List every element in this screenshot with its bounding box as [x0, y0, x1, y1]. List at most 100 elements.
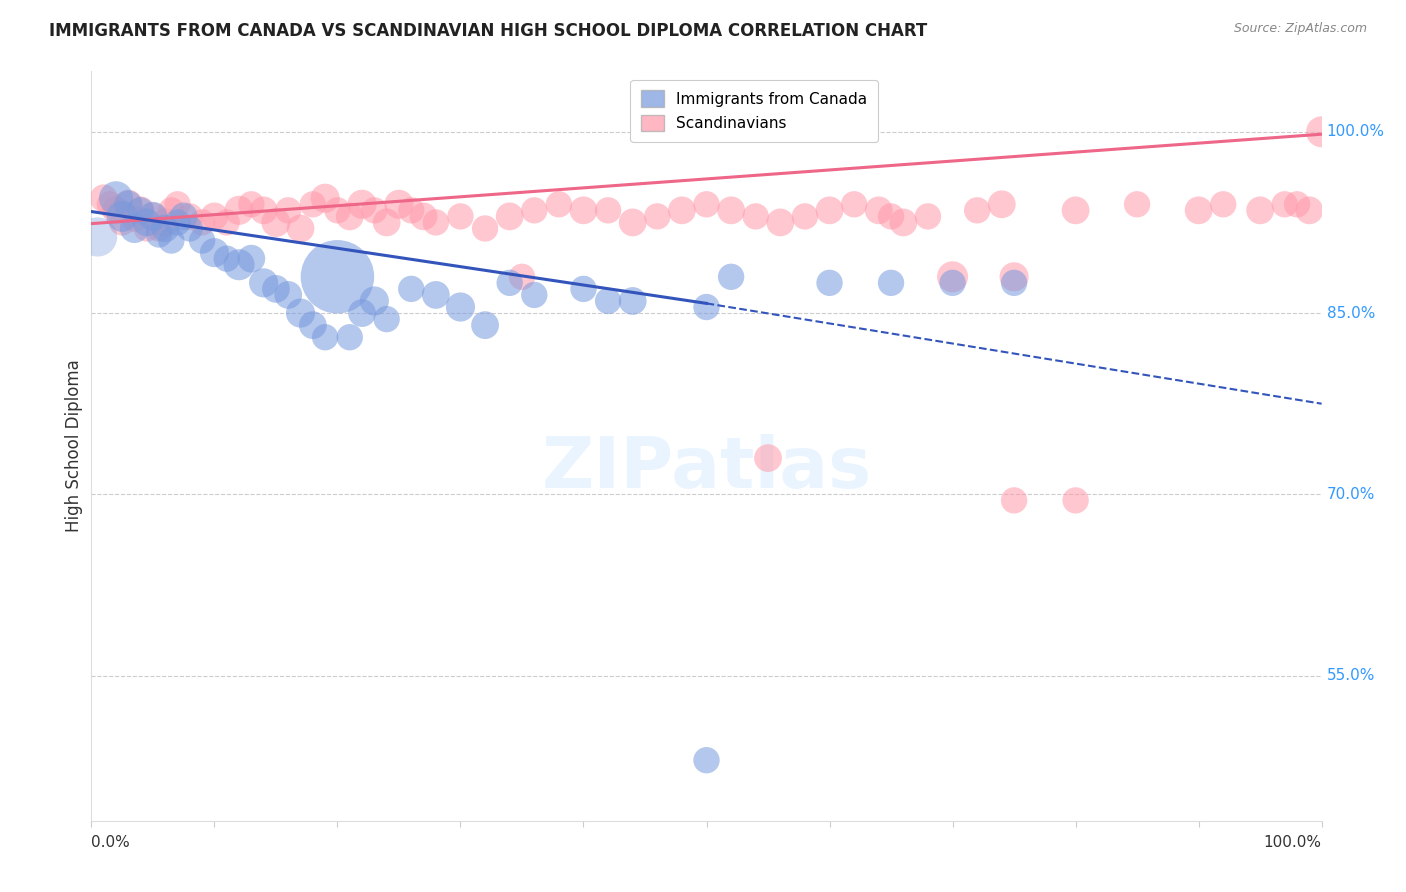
Point	[793, 210, 815, 224]
Point	[917, 210, 939, 224]
Point	[124, 211, 146, 226]
Text: 0.0%: 0.0%	[91, 835, 131, 850]
Point	[290, 306, 312, 320]
Point	[1126, 197, 1149, 211]
Point	[388, 197, 411, 211]
Point	[253, 276, 276, 290]
Point	[352, 197, 374, 211]
Point	[745, 210, 768, 224]
Text: Source: ZipAtlas.com: Source: ZipAtlas.com	[1233, 22, 1367, 36]
Point	[399, 203, 422, 218]
Point	[339, 210, 361, 224]
Point	[1187, 203, 1209, 218]
Point	[215, 215, 238, 229]
Point	[301, 197, 323, 211]
Point	[153, 221, 177, 235]
Point	[228, 203, 250, 218]
Text: 70.0%: 70.0%	[1327, 487, 1375, 502]
Point	[240, 252, 263, 266]
Point	[769, 215, 792, 229]
Point	[621, 215, 644, 229]
Point	[941, 276, 963, 290]
Point	[166, 197, 188, 211]
Point	[1310, 125, 1333, 139]
Point	[425, 215, 447, 229]
Point	[671, 203, 693, 218]
Point	[818, 203, 841, 218]
Point	[990, 197, 1012, 211]
Point	[572, 203, 595, 218]
Point	[215, 252, 238, 266]
Point	[375, 312, 398, 326]
Point	[339, 330, 361, 344]
Point	[363, 203, 385, 218]
Point	[1002, 276, 1025, 290]
Point	[264, 282, 287, 296]
Point	[498, 276, 520, 290]
Point	[1249, 203, 1271, 218]
Point	[153, 215, 177, 229]
Point	[363, 293, 385, 308]
Point	[818, 276, 841, 290]
Point	[86, 230, 108, 244]
Point	[425, 288, 447, 302]
Point	[756, 451, 779, 466]
Point	[868, 203, 890, 218]
Point	[645, 210, 669, 224]
Point	[510, 269, 533, 284]
Point	[1064, 493, 1087, 508]
Point	[173, 210, 195, 224]
Point	[695, 197, 717, 211]
Point	[277, 288, 299, 302]
Point	[290, 221, 312, 235]
Text: IMMIGRANTS FROM CANADA VS SCANDINAVIAN HIGH SCHOOL DIPLOMA CORRELATION CHART: IMMIGRANTS FROM CANADA VS SCANDINAVIAN H…	[49, 22, 928, 40]
Point	[523, 288, 546, 302]
Point	[1298, 203, 1320, 218]
Point	[314, 330, 336, 344]
Point	[179, 221, 201, 235]
Point	[449, 210, 471, 224]
Point	[314, 191, 336, 205]
Point	[264, 215, 287, 229]
Point	[135, 215, 157, 229]
Point	[1064, 203, 1087, 218]
Point	[111, 215, 134, 229]
Point	[966, 203, 988, 218]
Point	[191, 234, 214, 248]
Point	[166, 215, 188, 229]
Point	[1285, 197, 1308, 211]
Legend: Immigrants from Canada, Scandinavians: Immigrants from Canada, Scandinavians	[630, 79, 879, 142]
Point	[240, 197, 263, 211]
Point	[352, 306, 374, 320]
Point	[596, 293, 619, 308]
Point	[695, 300, 717, 314]
Text: R = -0.256   N = 45: R = -0.256 N = 45	[647, 95, 808, 112]
Point	[148, 221, 170, 235]
Point	[117, 197, 139, 211]
Point	[412, 210, 434, 224]
Point	[880, 210, 903, 224]
Point	[474, 318, 496, 333]
Point	[160, 234, 183, 248]
Point	[117, 197, 139, 211]
Point	[202, 245, 225, 260]
Point	[621, 293, 644, 308]
Point	[93, 191, 115, 205]
Point	[695, 753, 717, 767]
Point	[449, 300, 471, 314]
Point	[474, 221, 496, 235]
Point	[596, 203, 619, 218]
Point	[891, 215, 914, 229]
Point	[1002, 269, 1025, 284]
Point	[375, 215, 398, 229]
Point	[191, 215, 214, 229]
Point	[1002, 493, 1025, 508]
Point	[720, 203, 742, 218]
Point	[720, 269, 742, 284]
Point	[1212, 197, 1234, 211]
Point	[842, 197, 865, 211]
Point	[941, 269, 963, 284]
Point	[129, 203, 152, 218]
Point	[111, 210, 134, 224]
Point	[880, 276, 903, 290]
